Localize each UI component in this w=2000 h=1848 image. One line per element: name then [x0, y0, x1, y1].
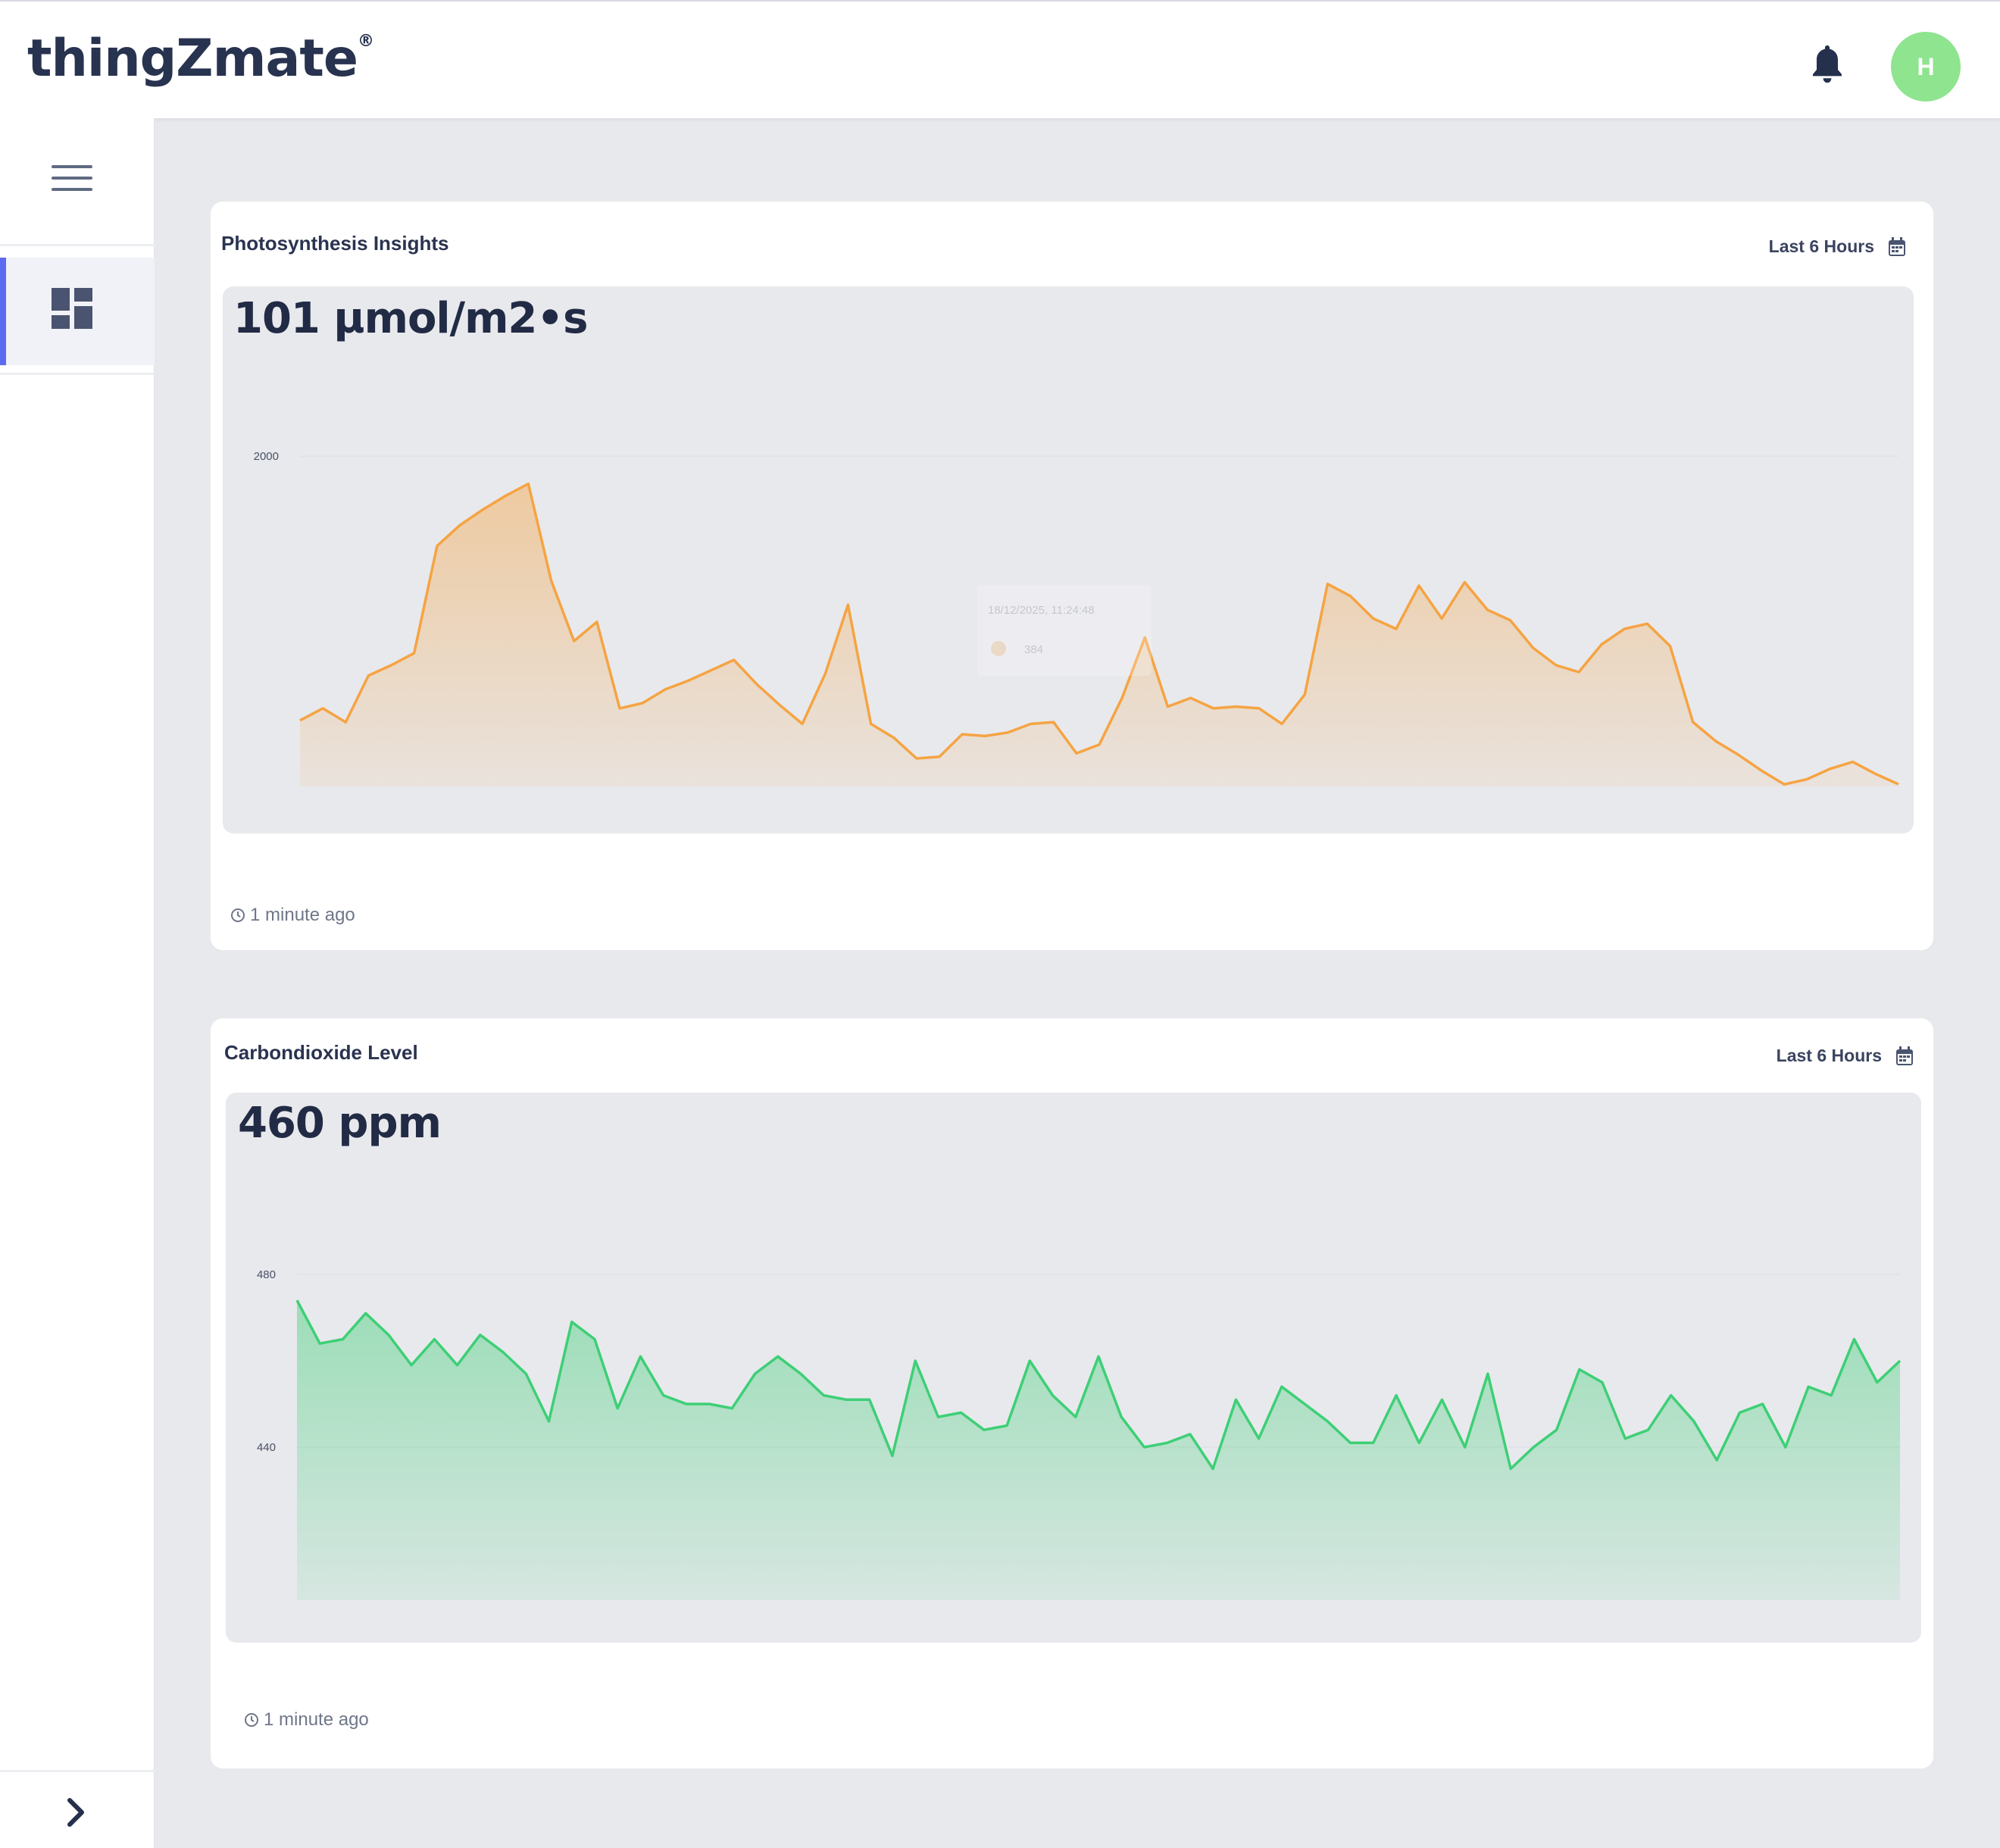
chart-panel: 101 µmol/m2•s 2000018/12/2025, 11:24:483… — [223, 286, 1914, 833]
top-bar: thingZmate® H — [0, 0, 2000, 118]
last-updated-text: 1 minute ago — [264, 1709, 369, 1730]
sidebar-item-dashboard[interactable] — [0, 258, 155, 365]
carbondioxide-card: Carbondioxide Level Last 6 Hours 460 ppm… — [211, 1018, 1933, 1768]
series-line — [295, 1299, 1902, 1471]
sidebar-divider — [0, 373, 155, 375]
series-area — [300, 483, 1898, 786]
time-range-selector[interactable]: Last 6 Hours — [1777, 1046, 1914, 1066]
user-avatar[interactable]: H — [1891, 32, 1961, 102]
last-updated: 1 minute ago — [244, 1709, 369, 1731]
logo-trademark: ® — [357, 32, 374, 51]
current-value: 101 µmol/m2•s — [233, 294, 589, 343]
photosynthesis-card: Photosynthesis Insights Last 6 Hours 101… — [211, 202, 1933, 950]
last-updated: 1 minute ago — [230, 905, 355, 926]
logo-text: thingZmate — [27, 29, 358, 89]
avatar-initial: H — [1917, 52, 1935, 80]
time-range-label: Last 6 Hours — [1768, 236, 1874, 256]
hamburger-menu-icon[interactable] — [52, 165, 92, 195]
clock-icon — [231, 908, 245, 922]
time-range-label: Last 6 Hours — [1776, 1046, 1882, 1065]
y-tick-label: 440 — [257, 1441, 276, 1454]
calendar-icon — [1889, 236, 1905, 256]
tooltip-time: 18/12/2025, 11:24:48 — [988, 604, 1095, 617]
calendar-icon — [1896, 1046, 1913, 1065]
last-updated-text: 1 minute ago — [250, 905, 355, 925]
time-range-selector[interactable]: Last 6 Hours — [1769, 236, 1906, 257]
card-title: Carbondioxide Level — [224, 1041, 418, 1064]
chevron-right-icon[interactable] — [62, 1796, 89, 1829]
series-line — [299, 482, 1899, 786]
y-tick-label: 480 — [257, 1268, 276, 1281]
sidebar-divider — [0, 1770, 155, 1772]
app-logo[interactable]: thingZmate® — [27, 29, 374, 89]
chart-panel: 460 ppm 480440400 — [226, 1093, 1921, 1643]
dashboard-icon — [52, 288, 92, 329]
carbondioxide-chart[interactable]: 480440400 — [226, 1176, 1921, 1600]
sidebar-divider — [0, 244, 155, 246]
card-title: Photosynthesis Insights — [221, 232, 449, 255]
series-area — [297, 1300, 1900, 1600]
tooltip-value: 384 — [1024, 643, 1043, 656]
y-tick-label: 2000 — [254, 450, 279, 463]
current-value: 460 ppm — [238, 1099, 442, 1148]
chart-tooltip: 18/12/2025, 11:24:48 384 — [977, 585, 1152, 676]
clock-icon — [245, 1713, 258, 1727]
sidebar — [0, 118, 155, 1848]
bell-icon[interactable] — [1809, 42, 1845, 88]
